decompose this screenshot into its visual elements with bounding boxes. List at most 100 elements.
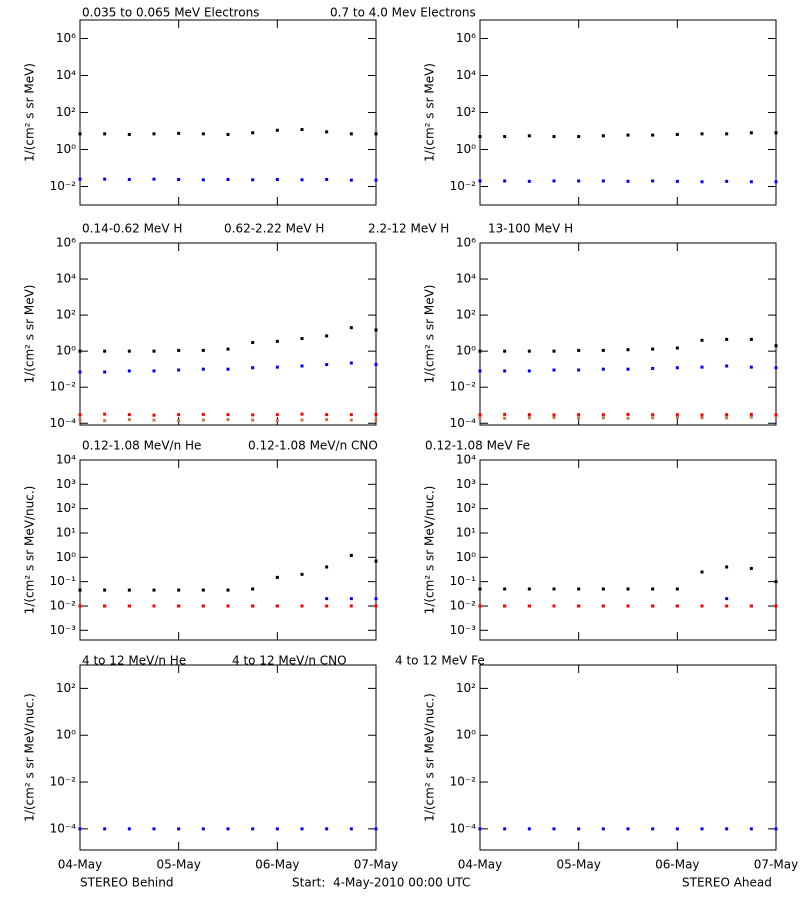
data-point [552, 368, 556, 372]
data-point [300, 418, 304, 422]
data-point [749, 412, 753, 416]
data-point [651, 604, 655, 608]
data-point [651, 413, 655, 417]
data-point [725, 416, 729, 420]
data-point [700, 132, 704, 136]
y-tick-label: 10⁰ [456, 344, 476, 358]
data-point [577, 179, 581, 183]
data-point [300, 178, 304, 182]
data-point [349, 604, 353, 608]
data-point [374, 178, 378, 182]
data-point [300, 364, 304, 368]
y-tick-label: 10⁶ [456, 31, 476, 45]
data-point [275, 365, 279, 369]
legend-entry: 0.12-1.08 MeV Fe [425, 439, 530, 453]
data-point [774, 180, 778, 184]
data-point [201, 827, 205, 831]
data-point [774, 366, 778, 370]
data-point [226, 367, 230, 371]
data-point [349, 361, 353, 365]
data-point [201, 348, 205, 352]
y-tick-label: 10¹ [456, 525, 476, 539]
y-axis-label: 1/(cm² s sr MeV/nuc.) [23, 693, 37, 822]
data-point [626, 348, 630, 352]
data-point [152, 177, 156, 181]
data-point [78, 827, 82, 831]
data-point [675, 413, 679, 417]
data-point [503, 587, 507, 591]
data-point [201, 178, 205, 182]
data-point [749, 827, 753, 831]
data-point [503, 369, 507, 373]
legend-entry: 2.2-12 MeV H [368, 222, 449, 236]
data-point [226, 588, 230, 592]
data-point [774, 580, 778, 584]
data-point [478, 413, 482, 417]
data-point [700, 180, 704, 184]
data-point [226, 604, 230, 608]
data-point [601, 587, 605, 591]
data-point [749, 415, 753, 419]
y-tick-label: 10⁻¹ [50, 574, 77, 588]
data-point [577, 135, 581, 139]
y-tick-label: 10⁴ [56, 68, 76, 82]
data-point [201, 604, 205, 608]
data-point [601, 416, 605, 420]
data-point [127, 413, 131, 417]
data-point [527, 349, 531, 353]
data-point [374, 412, 378, 416]
data-point [251, 413, 255, 417]
data-point [725, 604, 729, 608]
data-point [152, 349, 156, 353]
y-tick-label: 10⁻³ [50, 623, 77, 637]
data-point [700, 827, 704, 831]
data-point [127, 369, 131, 373]
y-tick-label: 10⁰ [56, 728, 76, 742]
y-tick-label: 10² [56, 105, 76, 119]
footer-left: STEREO Behind [80, 876, 174, 890]
data-point [601, 134, 605, 138]
data-point [552, 604, 556, 608]
y-tick-label: 10⁰ [56, 142, 76, 156]
y-tick-label: 10² [456, 308, 476, 322]
y-tick-label: 10⁻² [50, 775, 77, 789]
data-point [527, 416, 531, 420]
data-point [675, 132, 679, 136]
y-axis-label: 1/(cm² s sr MeV/nuc.) [23, 486, 37, 615]
data-point [700, 570, 704, 574]
data-point [349, 132, 353, 136]
data-point [325, 565, 329, 569]
data-point [626, 367, 630, 371]
data-point [527, 179, 531, 183]
data-point [78, 588, 82, 592]
data-point [152, 132, 156, 136]
data-point [78, 349, 82, 353]
data-point [626, 133, 630, 137]
y-tick-label: 10⁴ [456, 453, 476, 467]
data-point [700, 338, 704, 342]
data-point [152, 588, 156, 592]
data-point [177, 348, 181, 352]
plot-frame [479, 19, 777, 206]
data-point [503, 135, 507, 139]
data-point [103, 588, 107, 592]
legend-entry: 0.62-2.22 MeV H [224, 222, 324, 236]
data-point [527, 134, 531, 138]
data-point [127, 349, 131, 353]
data-point [177, 131, 181, 135]
data-point [552, 179, 556, 183]
data-point [374, 604, 378, 608]
y-axis-label: 1/(cm² s sr MeV) [23, 285, 37, 384]
data-point [127, 132, 131, 136]
data-point [325, 177, 329, 181]
data-point [749, 604, 753, 608]
data-point [300, 604, 304, 608]
plot-frame [79, 242, 377, 426]
legend-entry: 4 to 12 MeV/n He [82, 654, 186, 668]
y-tick-label: 10⁴ [56, 453, 76, 467]
data-point [177, 368, 181, 372]
data-point [675, 179, 679, 183]
data-point [78, 370, 82, 374]
data-point [325, 597, 329, 601]
